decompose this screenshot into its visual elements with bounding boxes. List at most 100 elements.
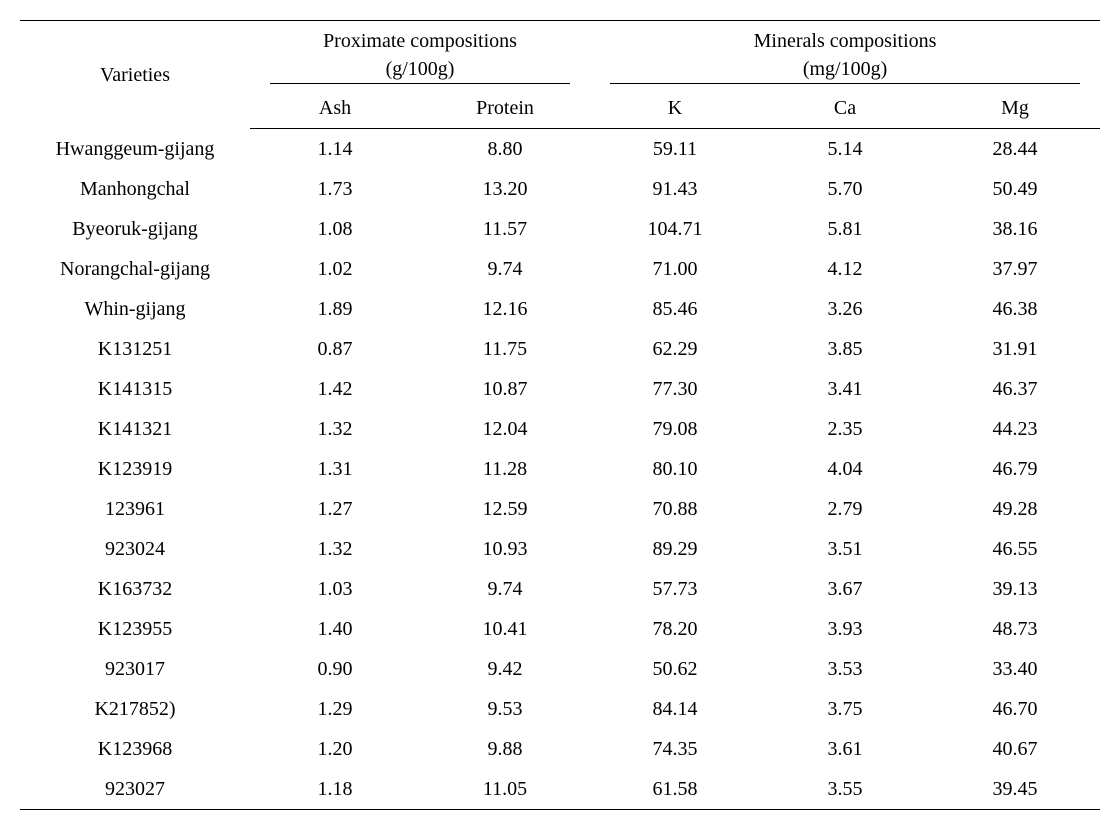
table-row: K1239681.209.8874.353.6140.67 <box>20 729 1100 769</box>
ash-cell: 1.03 <box>250 569 420 609</box>
variety-cell: K141315 <box>20 369 250 409</box>
proximate-unit: (g/100g) <box>386 58 455 80</box>
k-cell: 50.62 <box>590 649 760 689</box>
ash-cell: 1.18 <box>250 769 420 810</box>
ca-cell: 4.12 <box>760 249 930 289</box>
ca-cell: 3.85 <box>760 329 930 369</box>
mg-cell: 39.45 <box>930 769 1100 810</box>
variety-cell: K123968 <box>20 729 250 769</box>
mg-cell: 46.79 <box>930 449 1100 489</box>
composition-table-wrapper: Varieties Proximate compositions (g/100g… <box>20 20 1100 810</box>
proximate-title: Proximate compositions <box>323 30 517 52</box>
mg-cell: 46.37 <box>930 369 1100 409</box>
variety-cell: 123961 <box>20 489 250 529</box>
col-header-varieties: Varieties <box>20 21 250 129</box>
k-cell: 59.11 <box>590 129 760 170</box>
table-row: Manhongchal1.7313.2091.435.7050.49 <box>20 169 1100 209</box>
protein-cell: 9.42 <box>420 649 590 689</box>
ash-cell: 1.89 <box>250 289 420 329</box>
ca-cell: 3.75 <box>760 689 930 729</box>
protein-cell: 10.93 <box>420 529 590 569</box>
ca-cell: 5.81 <box>760 209 930 249</box>
protein-cell: 12.16 <box>420 289 590 329</box>
ash-cell: 1.32 <box>250 529 420 569</box>
protein-cell: 11.05 <box>420 769 590 810</box>
table-row: Norangchal-gijang1.029.7471.004.1237.97 <box>20 249 1100 289</box>
table-row: K1239551.4010.4178.203.9348.73 <box>20 609 1100 649</box>
protein-cell: 11.75 <box>420 329 590 369</box>
variety-cell: K123919 <box>20 449 250 489</box>
variety-cell: K217852) <box>20 689 250 729</box>
mg-cell: 48.73 <box>930 609 1100 649</box>
mg-cell: 39.13 <box>930 569 1100 609</box>
variety-cell: K163732 <box>20 569 250 609</box>
table-row: K217852)1.299.5384.143.7546.70 <box>20 689 1100 729</box>
ca-cell: 4.04 <box>760 449 930 489</box>
k-cell: 57.73 <box>590 569 760 609</box>
k-cell: 78.20 <box>590 609 760 649</box>
mg-cell: 28.44 <box>930 129 1100 170</box>
protein-cell: 13.20 <box>420 169 590 209</box>
protein-cell: 9.74 <box>420 249 590 289</box>
ash-cell: 0.90 <box>250 649 420 689</box>
protein-cell: 9.74 <box>420 569 590 609</box>
minerals-unit: (mg/100g) <box>803 58 887 80</box>
ca-cell: 2.79 <box>760 489 930 529</box>
variety-cell: 923024 <box>20 529 250 569</box>
protein-cell: 12.04 <box>420 409 590 449</box>
table-row: 1239611.2712.5970.882.7949.28 <box>20 489 1100 529</box>
k-cell: 79.08 <box>590 409 760 449</box>
ash-cell: 1.20 <box>250 729 420 769</box>
mg-cell: 44.23 <box>930 409 1100 449</box>
table-row: 9230241.3210.9389.293.5146.55 <box>20 529 1100 569</box>
ca-cell: 5.70 <box>760 169 930 209</box>
mg-cell: 50.49 <box>930 169 1100 209</box>
table-row: K1637321.039.7457.733.6739.13 <box>20 569 1100 609</box>
k-cell: 89.29 <box>590 529 760 569</box>
mg-cell: 49.28 <box>930 489 1100 529</box>
k-cell: 85.46 <box>590 289 760 329</box>
mg-cell: 31.91 <box>930 329 1100 369</box>
col-header-proximate-group: Proximate compositions (g/100g) <box>250 21 590 84</box>
k-cell: 104.71 <box>590 209 760 249</box>
k-cell: 61.58 <box>590 769 760 810</box>
table-row: Byeoruk-gijang1.0811.57104.715.8138.16 <box>20 209 1100 249</box>
variety-cell: Manhongchal <box>20 169 250 209</box>
variety-cell: Hwanggeum-gijang <box>20 129 250 170</box>
variety-cell: 923027 <box>20 769 250 810</box>
variety-cell: K123955 <box>20 609 250 649</box>
variety-cell: K141321 <box>20 409 250 449</box>
mg-cell: 46.55 <box>930 529 1100 569</box>
table-row: Whin-gijang1.8912.1685.463.2646.38 <box>20 289 1100 329</box>
mg-cell: 38.16 <box>930 209 1100 249</box>
table-row: K1413151.4210.8777.303.4146.37 <box>20 369 1100 409</box>
variety-cell: K131251 <box>20 329 250 369</box>
col-header-ash: Ash <box>250 88 420 129</box>
ca-cell: 3.61 <box>760 729 930 769</box>
mg-cell: 37.97 <box>930 249 1100 289</box>
table-row: Hwanggeum-gijang1.148.8059.115.1428.44 <box>20 129 1100 170</box>
col-header-k: K <box>590 88 760 129</box>
protein-cell: 11.57 <box>420 209 590 249</box>
header-row-1: Varieties Proximate compositions (g/100g… <box>20 21 1100 84</box>
table-row: 9230271.1811.0561.583.5539.45 <box>20 769 1100 810</box>
ash-cell: 1.27 <box>250 489 420 529</box>
mg-cell: 33.40 <box>930 649 1100 689</box>
ash-cell: 1.14 <box>250 129 420 170</box>
table-row: K1413211.3212.0479.082.3544.23 <box>20 409 1100 449</box>
ash-cell: 1.73 <box>250 169 420 209</box>
col-header-protein: Protein <box>420 88 590 129</box>
protein-cell: 8.80 <box>420 129 590 170</box>
ca-cell: 3.67 <box>760 569 930 609</box>
protein-cell: 10.41 <box>420 609 590 649</box>
col-header-mg: Mg <box>930 88 1100 129</box>
protein-cell: 11.28 <box>420 449 590 489</box>
col-header-ca: Ca <box>760 88 930 129</box>
ca-cell: 3.53 <box>760 649 930 689</box>
ash-cell: 1.40 <box>250 609 420 649</box>
ash-cell: 1.42 <box>250 369 420 409</box>
ash-cell: 1.02 <box>250 249 420 289</box>
ca-cell: 5.14 <box>760 129 930 170</box>
k-cell: 77.30 <box>590 369 760 409</box>
ca-cell: 2.35 <box>760 409 930 449</box>
